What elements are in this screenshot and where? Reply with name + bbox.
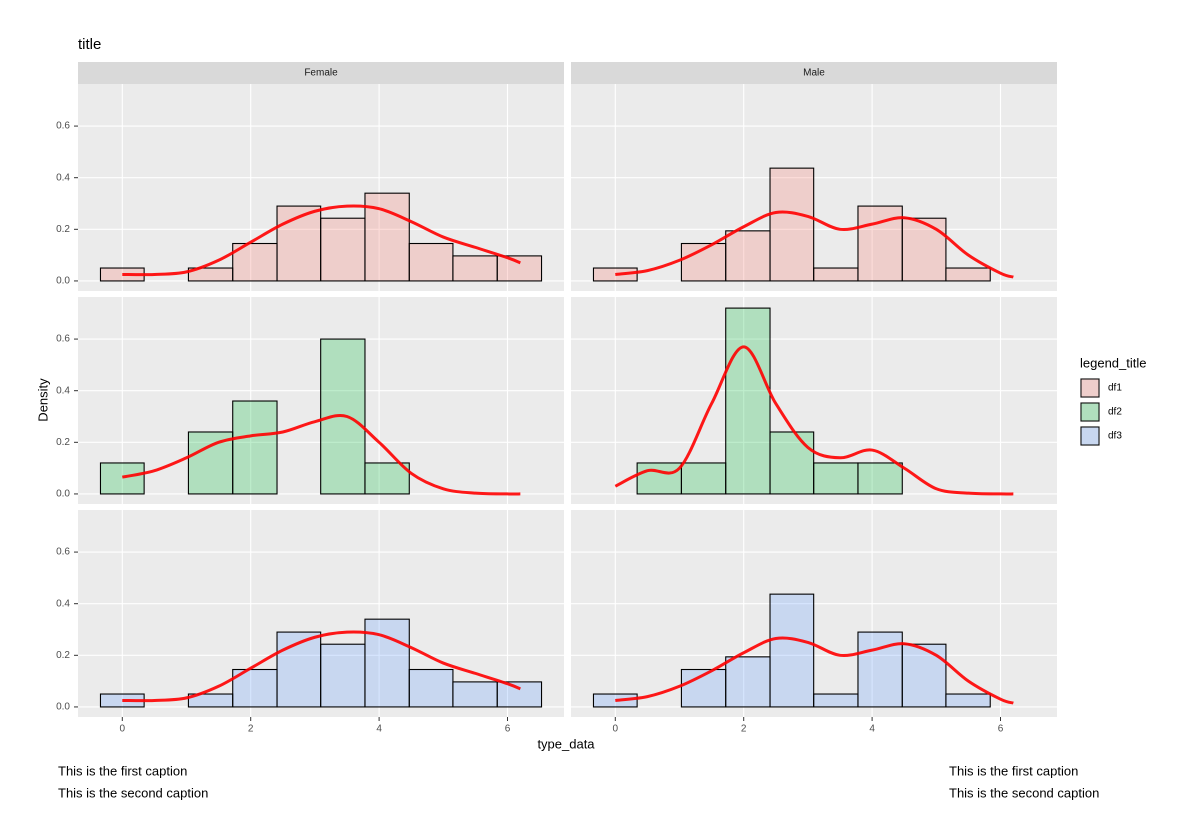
y-tick-label: 0.2 [56,650,70,661]
y-tick-label: 0.4 [56,385,70,396]
histogram-bar [364,462,410,495]
legend-key [1080,402,1100,422]
histogram-bar [320,217,366,282]
x-tick-label: 6 [505,724,511,735]
x-tick-label: 0 [120,724,126,735]
density-line [122,413,521,496]
x-tick-label: 2 [741,724,747,735]
histogram-bar [769,593,815,708]
strip [78,62,564,84]
histogram-bar [901,643,947,708]
density-line [122,204,521,277]
legend-label: df3 [1108,431,1122,442]
histogram-bar [276,631,322,708]
histogram-bar [187,431,234,495]
histogram-bar [945,693,991,708]
legend-label: df2 [1108,407,1122,418]
x-tick-label: 4 [869,724,875,735]
x-tick-label: 6 [998,724,1004,735]
histogram-bar [452,681,498,708]
y-tick-label: 0.2 [56,437,70,448]
histogram-bar [408,668,454,708]
legend-key-bg [1080,402,1100,422]
chart-title: title [78,36,101,53]
histogram-bar [769,167,815,282]
legend-key [1080,426,1100,446]
histogram-bar [813,693,859,708]
histogram-bar [232,400,278,495]
histogram-bar [901,217,947,282]
x-tick-label: 0 [613,724,619,735]
histogram-bar [452,255,498,282]
density-line [615,636,1014,705]
legend-title: legend_title [1080,355,1147,370]
x-tick-label: 2 [248,724,254,735]
y-tick-label: 0.2 [56,224,70,235]
histogram-bar [725,307,771,495]
y-tick-label: 0.0 [56,702,70,713]
histogram-bar [320,643,366,708]
strip-label: Female [304,68,338,79]
histogram-bar [945,267,991,282]
y-tick-label: 0.4 [56,598,70,609]
density-line [615,210,1014,279]
histogram-bar [725,656,771,708]
legend-key [1080,378,1100,398]
y-tick-label: 0.6 [56,547,70,558]
x-axis-label: type_data [537,736,595,751]
histogram-bar [725,230,771,282]
legend-key-bg [1080,378,1100,398]
y-tick-label: 0.0 [56,489,70,500]
y-axis-label: Density [35,378,50,422]
legend-key-bg [1080,426,1100,446]
caption: This is the second caption [58,785,208,800]
histogram-bar [636,462,682,495]
histogram-bar [813,462,859,495]
histogram-bar [496,255,543,282]
y-tick-label: 0.0 [56,276,70,287]
strip [571,62,1057,84]
histogram-bar [408,242,454,282]
histogram-bar [680,668,727,708]
strip-label: Male [803,68,825,79]
caption: This is the second caption [949,785,1099,800]
histogram-bar [276,205,322,282]
y-tick-label: 0.6 [56,334,70,345]
histogram-bar [680,462,727,495]
histogram-bar [813,267,859,282]
histogram-bar [769,431,815,495]
y-tick-label: 0.4 [56,172,70,183]
histogram-bar [99,462,145,495]
histogram-bar [496,681,543,708]
caption: This is the first caption [58,763,187,778]
density-line [614,345,1014,496]
x-tick-label: 4 [376,724,382,735]
density-line [122,630,521,703]
caption: This is the first caption [949,763,1078,778]
legend-label: df1 [1108,383,1122,394]
histogram-bar [857,462,903,495]
y-tick-label: 0.6 [56,121,70,132]
